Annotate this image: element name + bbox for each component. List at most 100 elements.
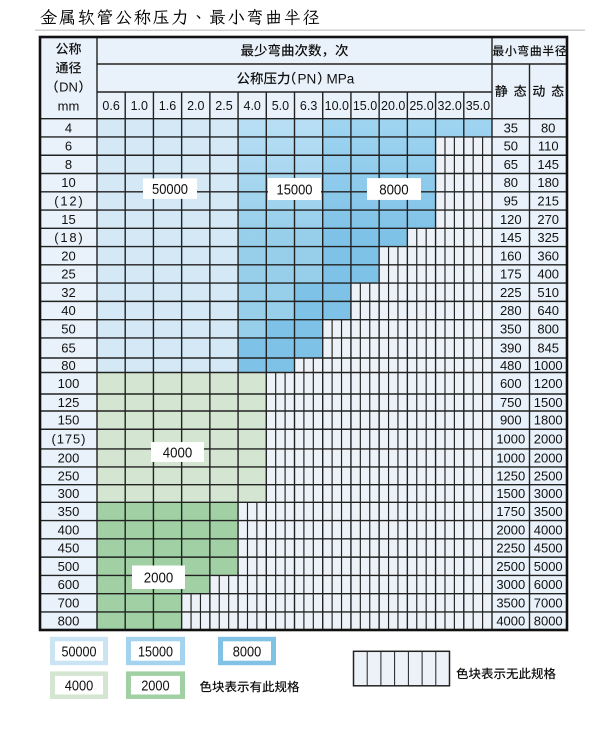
svg-text:15000: 15000 xyxy=(277,181,313,198)
svg-text:8: 8 xyxy=(65,157,72,172)
svg-text:1000: 1000 xyxy=(496,432,525,447)
svg-text:120: 120 xyxy=(500,212,522,227)
svg-text:160: 160 xyxy=(500,248,522,263)
svg-text:50: 50 xyxy=(61,321,75,336)
svg-text:95: 95 xyxy=(504,194,518,209)
svg-text:3000: 3000 xyxy=(534,486,563,501)
svg-text:0.6: 0.6 xyxy=(102,99,119,113)
svg-text:500: 500 xyxy=(58,559,80,574)
svg-text:480: 480 xyxy=(500,358,522,373)
svg-text:8000: 8000 xyxy=(534,614,563,629)
svg-text:2500: 2500 xyxy=(496,559,525,574)
svg-text:400: 400 xyxy=(58,522,80,537)
svg-text:(175): (175) xyxy=(52,432,86,447)
svg-text:2000: 2000 xyxy=(534,451,563,466)
svg-text:1.0: 1.0 xyxy=(131,99,148,113)
svg-text:2000: 2000 xyxy=(144,570,174,587)
svg-text:800: 800 xyxy=(537,321,559,336)
svg-text:600: 600 xyxy=(58,577,80,592)
svg-text:2.0: 2.0 xyxy=(187,99,204,113)
svg-text:4000: 4000 xyxy=(496,614,525,629)
svg-text:180: 180 xyxy=(537,175,559,190)
svg-text:2250: 2250 xyxy=(496,541,525,556)
svg-text:4000: 4000 xyxy=(163,444,193,461)
svg-text:325: 325 xyxy=(537,230,559,245)
svg-text:6: 6 xyxy=(65,139,72,154)
svg-text:4000: 4000 xyxy=(534,522,563,537)
svg-text:845: 845 xyxy=(537,341,559,356)
svg-text:225: 225 xyxy=(500,285,522,300)
svg-text:3500: 3500 xyxy=(496,595,525,610)
svg-text:5.0: 5.0 xyxy=(272,99,289,113)
svg-text:4.0: 4.0 xyxy=(244,99,261,113)
svg-text:110: 110 xyxy=(538,139,559,154)
svg-text:25.0: 25.0 xyxy=(409,99,433,113)
svg-text:150: 150 xyxy=(58,413,80,428)
svg-text:65: 65 xyxy=(504,157,518,172)
svg-text:1000: 1000 xyxy=(534,358,563,373)
svg-text:50000: 50000 xyxy=(62,644,97,660)
svg-text:800: 800 xyxy=(58,614,80,629)
svg-text:5000: 5000 xyxy=(534,559,563,574)
svg-text:15.0: 15.0 xyxy=(353,99,377,113)
svg-text:450: 450 xyxy=(58,541,80,556)
svg-text:215: 215 xyxy=(537,194,559,209)
svg-text:360: 360 xyxy=(537,248,559,263)
svg-text:390: 390 xyxy=(500,341,522,356)
svg-text:1000: 1000 xyxy=(496,451,525,466)
svg-text:510: 510 xyxy=(537,285,559,300)
svg-text:2000: 2000 xyxy=(534,432,563,447)
svg-text:750: 750 xyxy=(500,395,522,410)
svg-text:32.0: 32.0 xyxy=(438,99,462,113)
svg-text:250: 250 xyxy=(58,468,80,483)
svg-text:1750: 1750 xyxy=(496,504,525,519)
svg-text:8000: 8000 xyxy=(233,644,261,660)
svg-text:7000: 7000 xyxy=(534,595,563,610)
svg-text:6.3: 6.3 xyxy=(300,99,317,113)
svg-text:2500: 2500 xyxy=(534,468,563,483)
svg-text:280: 280 xyxy=(500,303,522,318)
svg-text:700: 700 xyxy=(58,595,80,610)
svg-text:350: 350 xyxy=(58,504,80,519)
svg-text:32: 32 xyxy=(61,285,75,300)
svg-text:125: 125 xyxy=(58,395,80,410)
svg-text:100: 100 xyxy=(58,376,80,391)
svg-text:80: 80 xyxy=(541,120,555,135)
svg-text:4: 4 xyxy=(65,120,72,135)
svg-text:(12): (12) xyxy=(54,194,83,209)
svg-text:2.5: 2.5 xyxy=(215,99,232,113)
svg-text:640: 640 xyxy=(537,303,559,318)
svg-text:145: 145 xyxy=(500,230,522,245)
svg-text:65: 65 xyxy=(61,341,75,356)
svg-text:mm: mm xyxy=(58,99,80,114)
svg-text:15: 15 xyxy=(61,212,75,227)
svg-text:300: 300 xyxy=(58,486,80,501)
svg-text:8000: 8000 xyxy=(379,181,409,198)
svg-text:200: 200 xyxy=(58,451,80,466)
svg-text:40: 40 xyxy=(61,303,75,318)
svg-text:DN: DN xyxy=(59,80,78,95)
svg-text:50: 50 xyxy=(504,139,518,154)
svg-text:35: 35 xyxy=(504,120,518,135)
svg-text:20: 20 xyxy=(61,248,75,263)
svg-text:4500: 4500 xyxy=(534,541,563,556)
svg-text:1500: 1500 xyxy=(496,486,525,501)
svg-text:400: 400 xyxy=(537,267,559,282)
svg-text:175: 175 xyxy=(500,267,522,282)
svg-text:(18): (18) xyxy=(54,230,83,245)
svg-text:1800: 1800 xyxy=(534,413,563,428)
svg-text:PN: PN xyxy=(298,71,317,86)
svg-text:145: 145 xyxy=(537,157,559,172)
svg-text:4000: 4000 xyxy=(65,679,94,695)
svg-text:25: 25 xyxy=(61,267,75,282)
svg-text:10: 10 xyxy=(61,175,75,190)
svg-text:50000: 50000 xyxy=(152,181,188,198)
svg-text:2000: 2000 xyxy=(141,679,170,695)
svg-text:6000: 6000 xyxy=(534,577,563,592)
svg-text:1250: 1250 xyxy=(496,468,525,483)
svg-text:80: 80 xyxy=(504,175,518,190)
svg-text:350: 350 xyxy=(500,321,522,336)
svg-text:1500: 1500 xyxy=(534,395,563,410)
svg-text:20.0: 20.0 xyxy=(381,99,405,113)
svg-text:2000: 2000 xyxy=(496,522,525,537)
